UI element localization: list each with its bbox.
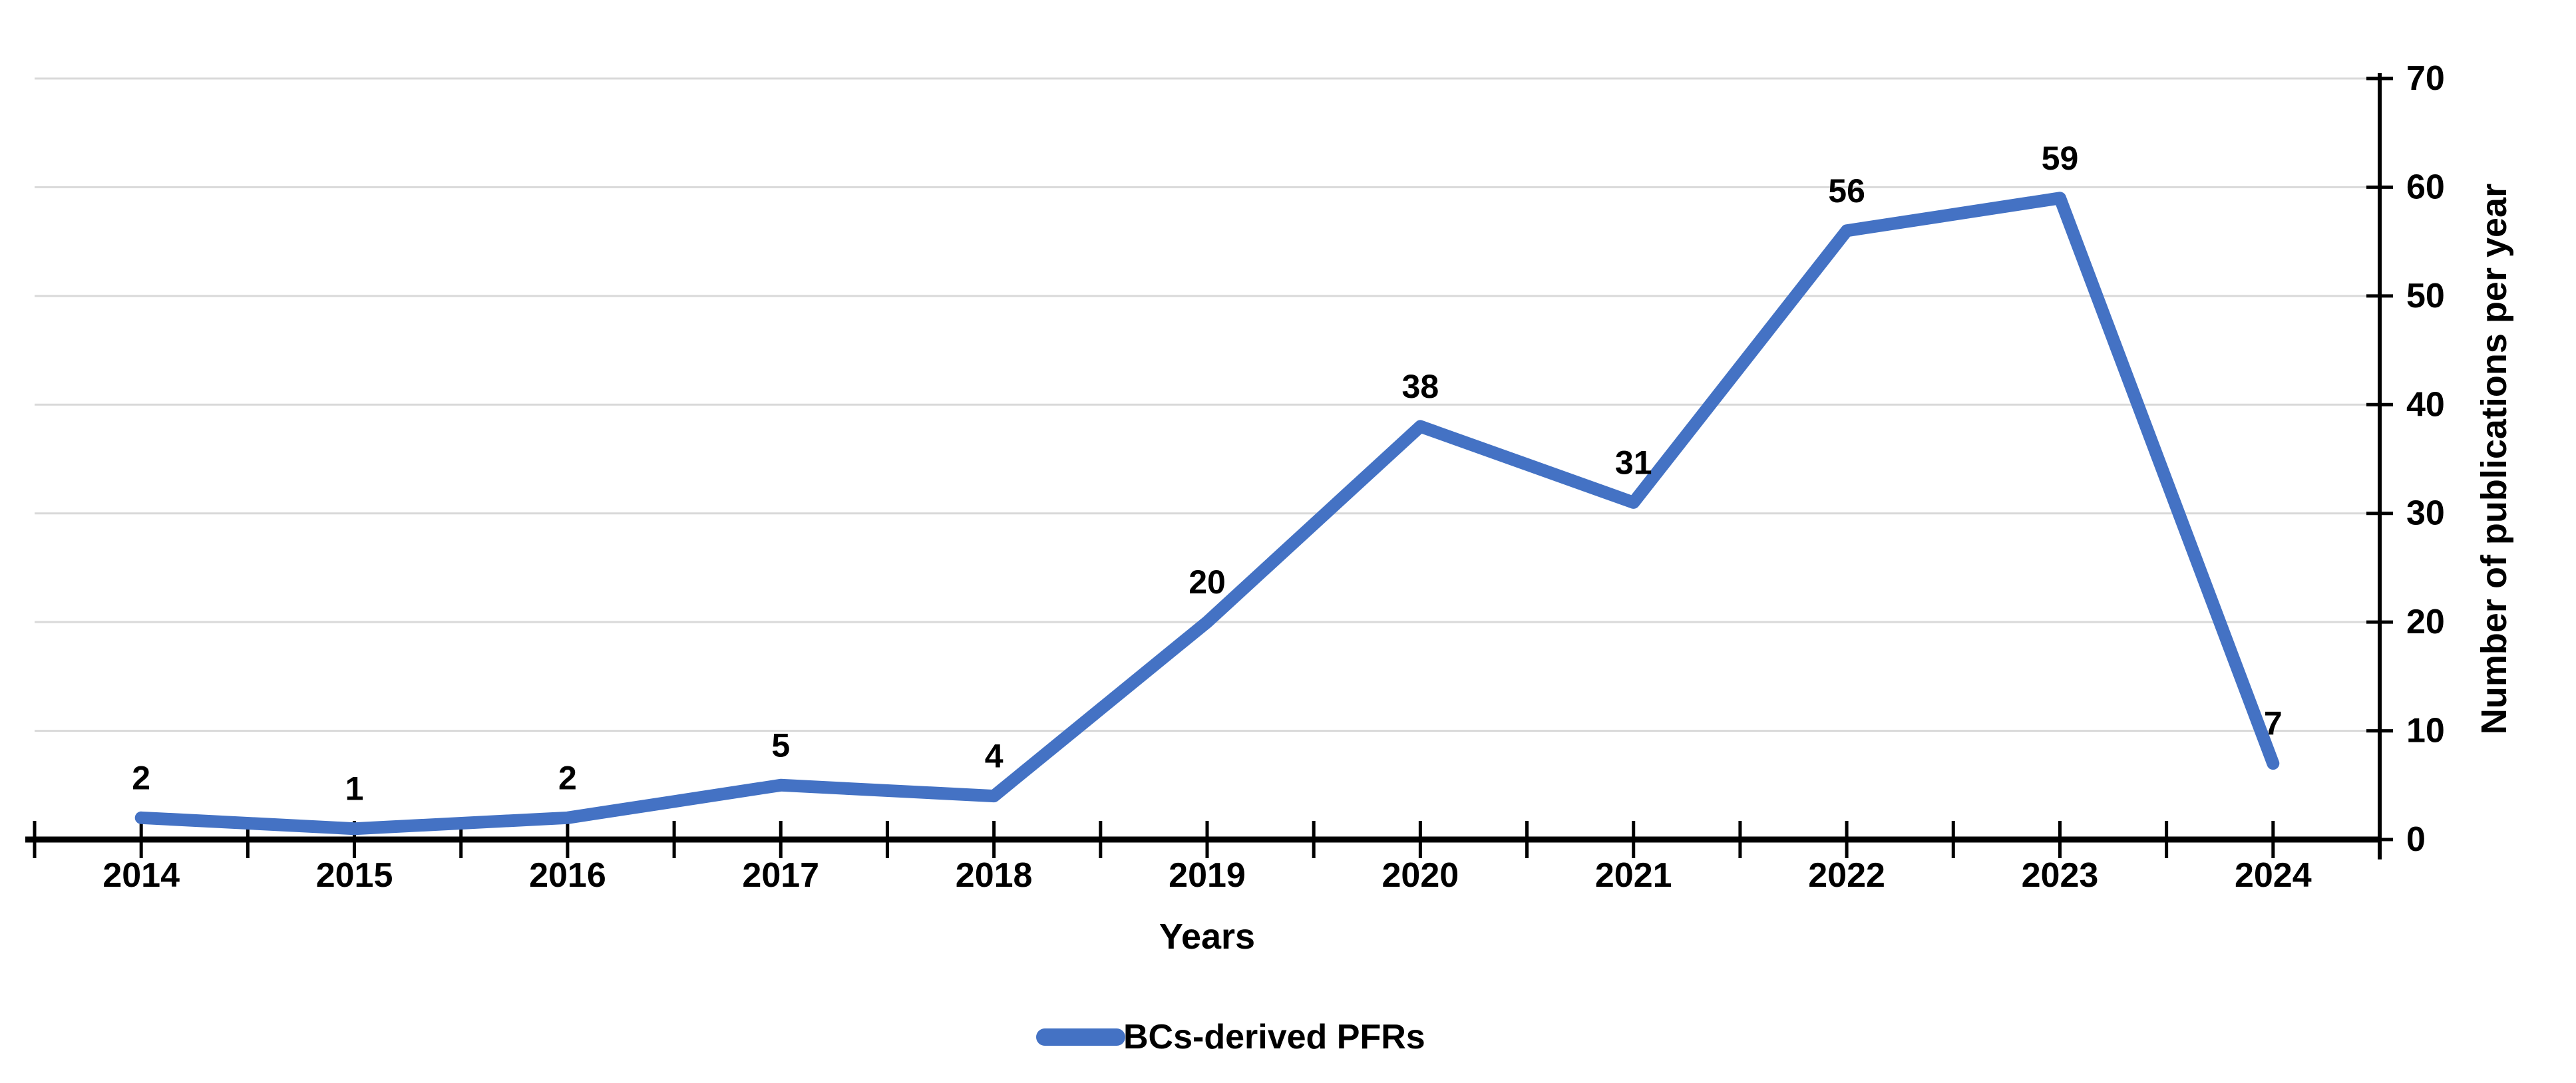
data-label: 56 [1828, 172, 1865, 210]
data-label: 59 [2042, 140, 2079, 177]
x-tick-label: 2018 [956, 856, 1033, 895]
data-label: 2 [132, 759, 150, 796]
data-line-bcs-derived-pfrs [134, 192, 2280, 836]
data-label: 5 [771, 726, 790, 764]
data-label: 31 [1615, 444, 1652, 481]
y-tick-label: 40 [2406, 385, 2445, 424]
data-label: 2 [558, 759, 577, 796]
x-tick-label: 2014 [102, 856, 180, 895]
x-tick-label: 2024 [2235, 856, 2312, 895]
data-label: 7 [2264, 705, 2283, 742]
x-tick-label: 2020 [1382, 856, 1459, 895]
y-tick-label: 10 [2406, 712, 2445, 750]
x-tick-label: 2019 [1169, 856, 1246, 895]
y-axis-title: Number of publications per year [2474, 184, 2514, 734]
y-tick-label: 60 [2406, 168, 2445, 206]
data-label: 1 [345, 770, 364, 808]
x-tick-label: 2021 [1595, 856, 1672, 895]
x-tick-label: 2022 [1808, 856, 1885, 895]
x-tick-label: 2015 [316, 856, 393, 895]
data-label: 38 [1402, 368, 1439, 405]
y-tick-label: 70 [2406, 59, 2445, 98]
data-label: 4 [985, 738, 1004, 775]
x-tick-label: 2017 [742, 856, 819, 895]
legend-label: BCs-derived PFRs [1123, 1018, 1425, 1056]
x-axis-title: Years [1159, 917, 1255, 957]
y-tick-label: 20 [2406, 603, 2445, 641]
y-tick-label: 50 [2406, 277, 2445, 315]
x-tick-label: 2023 [2022, 856, 2099, 895]
x-tick-label: 2016 [529, 856, 606, 895]
y-tick-label: 30 [2406, 494, 2445, 533]
data-label: 20 [1189, 563, 1226, 601]
y-tick-label: 0 [2406, 820, 2426, 859]
